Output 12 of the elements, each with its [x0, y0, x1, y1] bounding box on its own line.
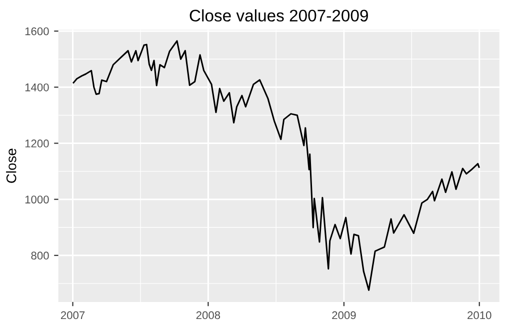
y-axis-title: Close: [6, 148, 16, 183]
x-tick-label: 2010: [468, 311, 492, 320]
line-series: [72, 40, 480, 291]
y-tick-label: 1200: [25, 140, 49, 148]
y-tick-label: 1000: [25, 196, 49, 204]
x-tick-label: 2009: [332, 311, 356, 320]
x-tick-label: 2008: [196, 311, 220, 320]
y-tick-label: 1600: [25, 27, 49, 36]
y-tick-label: 800: [31, 252, 49, 260]
y-tick-label: 1400: [25, 83, 49, 92]
chart-title: Close values 2007-2009: [190, 9, 368, 22]
x-tick-label: 2007: [60, 311, 85, 320]
